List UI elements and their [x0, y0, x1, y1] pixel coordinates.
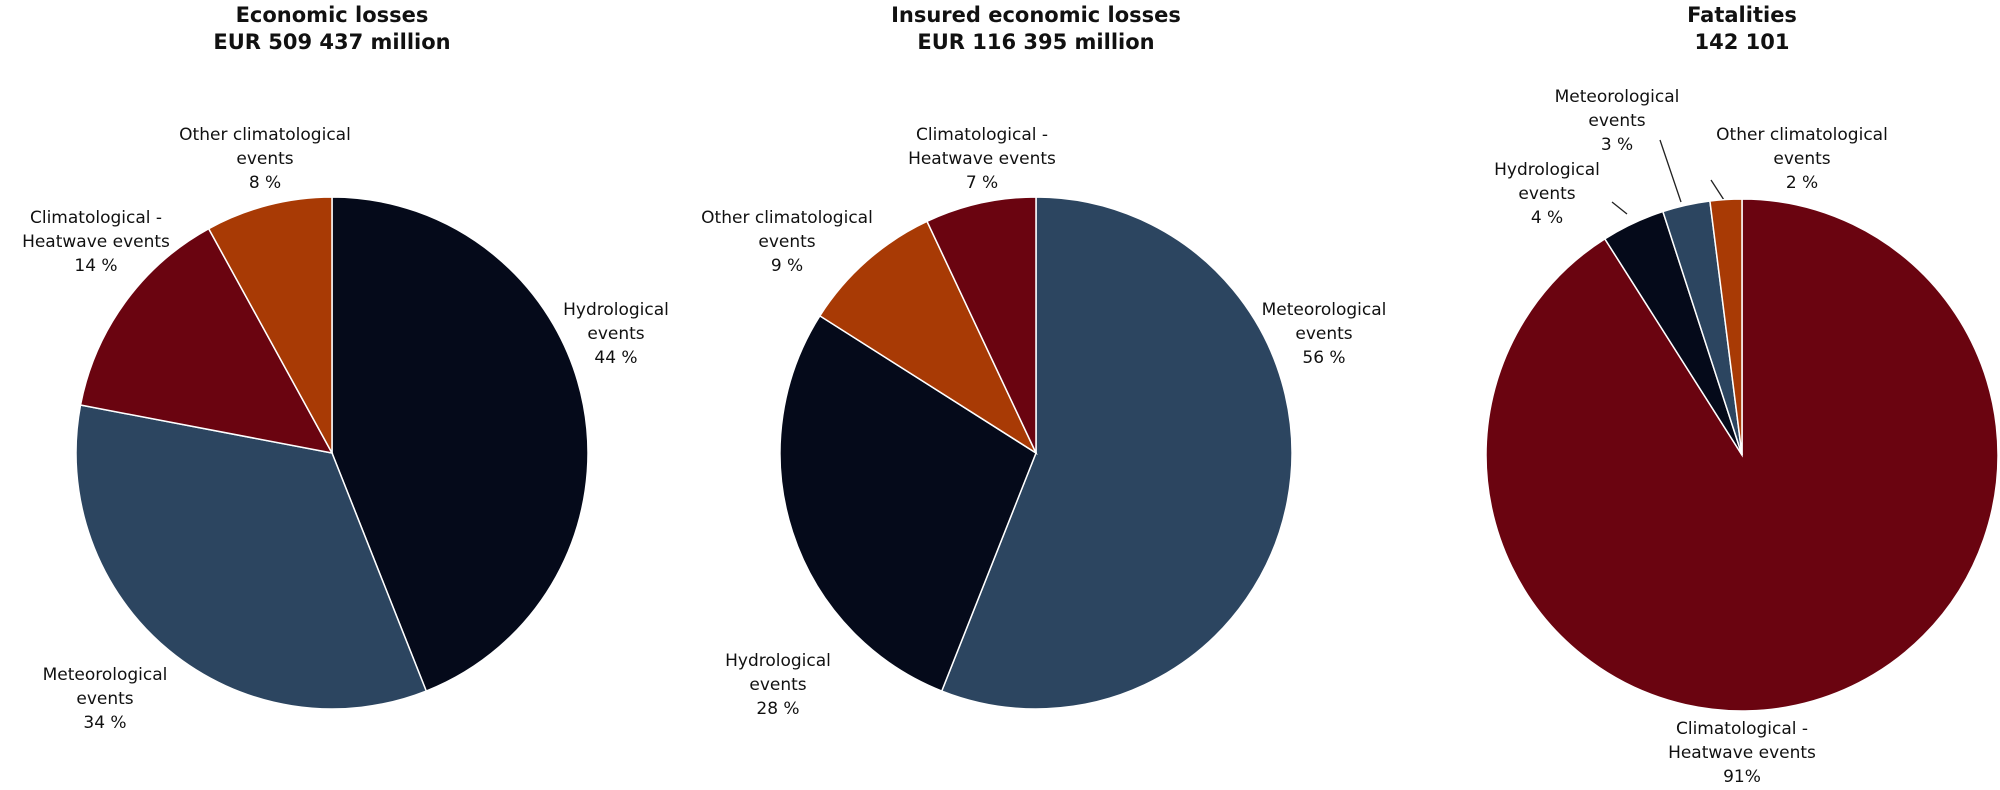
- slice-label: Climatological - Heatwave events 7 %: [892, 123, 1072, 195]
- pie-slice: [779, 314, 1037, 692]
- slice-label: Hydrological events 44 %: [541, 298, 691, 370]
- chart-title: Fatalities: [1687, 3, 1797, 27]
- slice-value-label: 28 %: [756, 699, 800, 719]
- pie-slice: [75, 404, 428, 710]
- slice-label: Other climatological events 8 %: [165, 123, 365, 195]
- slice-value-label: 56 %: [1302, 348, 1346, 368]
- chart-title: Economic losses: [235, 3, 429, 27]
- slice-category: Meteorological events: [1554, 87, 1680, 131]
- slice-value-label: 7 %: [965, 173, 999, 193]
- chart-subtitle: EUR 116 395 million: [917, 30, 1155, 54]
- leader-line: [1710, 179, 1725, 201]
- slice-category: Climatological - Heatwave events: [22, 208, 170, 252]
- slice-value-label: 14 %: [74, 256, 118, 276]
- slice-value-label: 9 %: [770, 256, 804, 276]
- pie-slice: [926, 196, 1037, 454]
- slice-label: Meteorological events 3 %: [1547, 85, 1687, 157]
- slice-value-label: 2 %: [1785, 173, 1819, 193]
- pie-slice: [207, 196, 333, 454]
- pie-slice: [1709, 198, 1743, 456]
- slice-value-label: 8 %: [248, 173, 282, 193]
- chart-title-block: Fatalities 142 101: [1687, 2, 1797, 56]
- slice-value-label: 44 %: [594, 348, 638, 368]
- pie-slice: [940, 196, 1293, 710]
- chart-title: Insured economic losses: [891, 3, 1181, 27]
- slice-category: Other climatological events: [1716, 125, 1888, 169]
- leader-lines: [1611, 139, 1725, 215]
- slice-label: Meteorological events 56 %: [1249, 298, 1399, 370]
- pie-slice: [331, 196, 589, 692]
- slice-label: Hydrological events 28 %: [703, 649, 853, 721]
- slice-category: Hydrological events: [563, 300, 669, 344]
- slice-value-label: 91%: [1723, 767, 1761, 787]
- chart-title-block: Insured economic losses EUR 116 395 milli…: [891, 2, 1181, 56]
- slice-category: Other climatological events: [179, 125, 351, 169]
- slice-value-label: 4 %: [1530, 208, 1564, 228]
- slice-category: Hydrological events: [725, 651, 831, 695]
- slice-value-label: 34 %: [83, 713, 127, 733]
- chart-title-block: Economic losses EUR 509 437 million: [213, 2, 450, 56]
- slice-label: Other climatological events 9 %: [687, 206, 887, 278]
- slice-category: Meteorological events: [42, 665, 168, 709]
- slice-label: Hydrological events 4 %: [1482, 158, 1612, 230]
- chart-subtitle: EUR 509 437 million: [213, 30, 451, 54]
- leader-line: [1659, 139, 1682, 203]
- pie-slice: [79, 227, 334, 455]
- slice-label: Climatological - Heatwave events 91%: [1652, 717, 1832, 789]
- slice-category: Meteorological events: [1261, 300, 1387, 344]
- slice-label: Other climatological events 2 %: [1702, 123, 1902, 195]
- slice-value-label: 3 %: [1600, 135, 1634, 155]
- slice-category: Climatological - Heatwave events: [908, 125, 1056, 169]
- chart-subtitle: 142 101: [1694, 30, 1790, 54]
- slice-category: Hydrological events: [1494, 160, 1600, 204]
- slice-category: Other climatological events: [701, 208, 873, 252]
- slice-label: Climatological - Heatwave events 14 %: [6, 206, 186, 278]
- slice-category: Climatological - Heatwave events: [1668, 719, 1816, 763]
- slice-label: Meteorological events 34 %: [30, 663, 180, 735]
- pie-slice: [818, 220, 1038, 456]
- leader-line: [1611, 201, 1628, 215]
